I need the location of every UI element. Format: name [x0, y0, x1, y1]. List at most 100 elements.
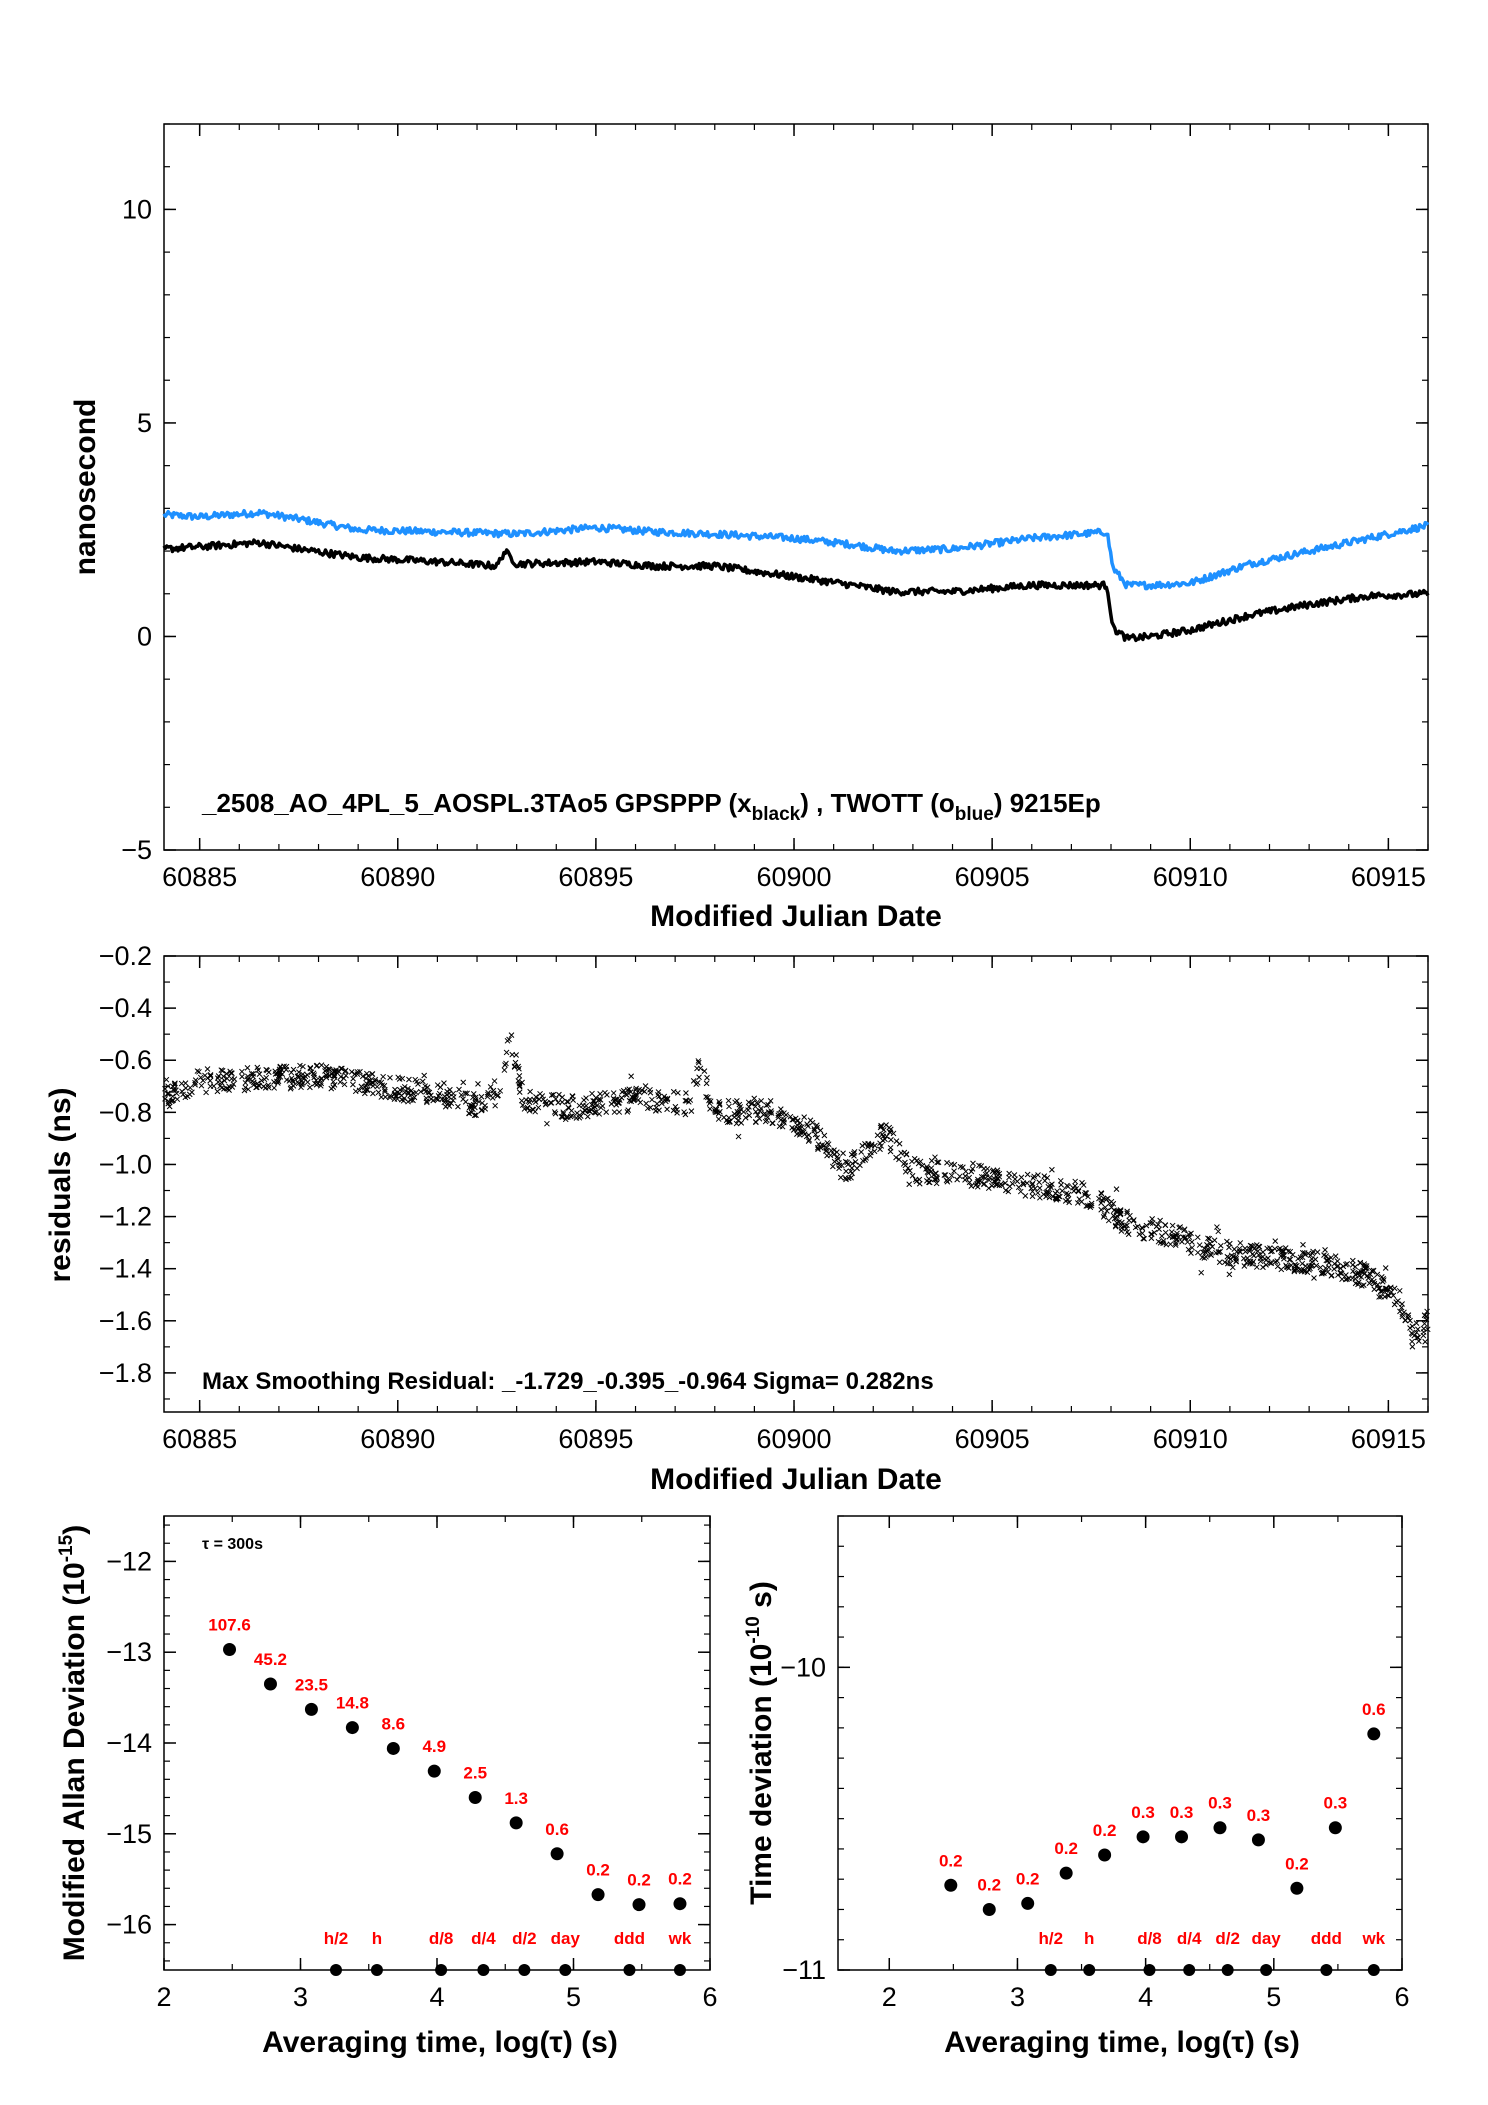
time-scale-marker	[1260, 1964, 1273, 1976]
time-scale-marker-label: h	[1084, 1929, 1094, 1948]
residual-point	[836, 1165, 842, 1172]
residual-point	[1366, 1280, 1373, 1287]
residual-point	[548, 1092, 555, 1099]
residual-point	[1340, 1263, 1347, 1270]
residual-point	[1381, 1293, 1388, 1300]
residual-point	[287, 1085, 294, 1092]
residual-point	[350, 1075, 356, 1082]
residual-point	[1306, 1263, 1312, 1269]
residual-point	[787, 1113, 794, 1120]
residual-point	[204, 1066, 211, 1072]
residual-point	[968, 1168, 975, 1175]
residual-point	[1233, 1258, 1239, 1265]
deviation-point-label: 0.2	[668, 1870, 692, 1889]
residual-point	[1263, 1261, 1269, 1268]
y-tick-label: 0	[137, 621, 152, 651]
residual-point	[1362, 1265, 1368, 1272]
residual-point	[1106, 1200, 1113, 1207]
residual-point	[310, 1070, 317, 1077]
residual-point	[552, 1110, 559, 1117]
x-tick-label: 3	[1010, 1982, 1025, 2012]
residual-point	[843, 1168, 849, 1175]
x-tick-label: 60890	[360, 862, 435, 892]
residual-point	[1382, 1265, 1389, 1271]
residual-point	[330, 1072, 337, 1079]
deviation-point	[1328, 1821, 1342, 1835]
residual-point	[1285, 1248, 1292, 1255]
residual-point	[883, 1122, 889, 1128]
time-scale-marker-label: d/4	[1177, 1929, 1202, 1948]
residual-point	[682, 1097, 689, 1104]
residual-point	[942, 1172, 949, 1178]
residual-point	[1286, 1256, 1293, 1263]
residual-point	[817, 1145, 824, 1151]
residual-point	[358, 1083, 365, 1090]
residual-point	[218, 1067, 225, 1074]
residual-point	[503, 1049, 510, 1056]
time-deviation-panel: 2 3 4 5 6 −11 −10 0.2 0.2 0.2 0.2 0.2 0.3 0.3 0.3 0.3 0…	[743, 1515, 1410, 2059]
deviation-point-label: 0.3	[1324, 1794, 1348, 1813]
residual-point	[989, 1182, 995, 1189]
residual-point	[1322, 1265, 1329, 1271]
residual-point	[170, 1083, 176, 1090]
residual-point	[490, 1087, 497, 1094]
residual-point	[683, 1090, 689, 1096]
residual-point	[854, 1165, 860, 1172]
residual-point	[1105, 1195, 1111, 1202]
residual-point	[1102, 1204, 1109, 1211]
time-scale-marker-label: d/8	[429, 1929, 454, 1948]
residual-point	[688, 1108, 695, 1114]
time-scale-marker	[559, 1964, 572, 1976]
residual-point	[778, 1117, 784, 1123]
deviation-point-label: 0.3	[1247, 1806, 1271, 1825]
residual-point	[625, 1107, 632, 1114]
residual-point	[872, 1142, 878, 1149]
residual-point	[1029, 1180, 1036, 1187]
residual-point	[1292, 1263, 1299, 1270]
residual-point	[313, 1081, 320, 1088]
residual-point	[867, 1149, 874, 1156]
residual-point	[1058, 1181, 1065, 1188]
residual-point	[623, 1092, 630, 1098]
residual-point	[363, 1083, 369, 1089]
residual-point	[843, 1176, 849, 1183]
residual-point	[569, 1112, 576, 1119]
residual-point	[382, 1088, 388, 1095]
residual-point	[1162, 1229, 1169, 1236]
residual-point	[985, 1185, 992, 1192]
residual-point	[361, 1090, 368, 1097]
residual-point	[304, 1072, 311, 1078]
residual-point	[715, 1116, 722, 1122]
residual-point	[664, 1095, 671, 1102]
residual-point	[974, 1179, 981, 1185]
residual-point	[1215, 1228, 1222, 1235]
residual-point	[198, 1082, 205, 1089]
x-tick-label: 6	[1394, 1982, 1409, 2012]
residual-point	[1224, 1238, 1230, 1245]
residual-point	[732, 1099, 738, 1106]
residual-point	[1314, 1249, 1321, 1256]
x-axis-label: Averaging time, log(τ) (s)	[262, 2026, 618, 2059]
residual-point	[473, 1112, 479, 1119]
residual-point	[318, 1062, 325, 1069]
residual-point	[932, 1154, 938, 1161]
residual-point	[1379, 1288, 1385, 1295]
residual-point	[707, 1098, 714, 1105]
residual-point	[905, 1165, 911, 1171]
x-axis-label: Averaging time, log(τ) (s)	[944, 2026, 1300, 2059]
residual-point	[694, 1079, 701, 1086]
residual-point	[1268, 1260, 1275, 1267]
residual-point	[1230, 1253, 1237, 1260]
residual-point	[1059, 1188, 1066, 1194]
residual-point	[1344, 1276, 1350, 1282]
residual-point	[956, 1173, 963, 1180]
residual-point	[1299, 1249, 1306, 1256]
residual-point	[566, 1105, 572, 1112]
residual-point	[519, 1079, 525, 1086]
residual-point	[909, 1158, 915, 1165]
residual-point	[375, 1089, 382, 1096]
residual-point	[695, 1059, 702, 1066]
residual-point	[893, 1154, 899, 1161]
residual-point	[907, 1167, 913, 1174]
residual-point	[776, 1110, 783, 1117]
